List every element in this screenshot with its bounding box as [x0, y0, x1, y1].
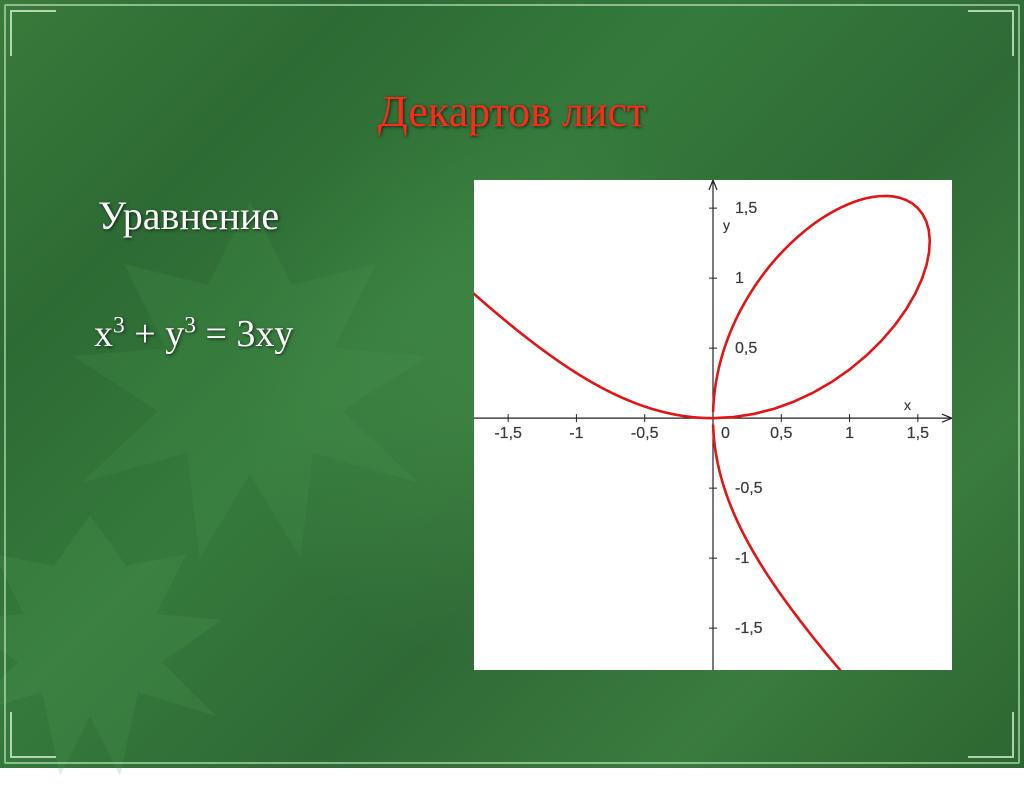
svg-text:-1: -1 — [735, 550, 749, 567]
svg-text:1,5: 1,5 — [735, 200, 757, 217]
svg-text:0,5: 0,5 — [735, 340, 757, 357]
svg-text:y: y — [723, 217, 730, 233]
chart-svg: -1,5 -1 -0,5 0 0,5 1 1,5 -1,5 -1 -0,5 0,5 1 1,5 x y — [474, 180, 952, 670]
svg-text:0,5: 0,5 — [770, 425, 792, 442]
svg-text:1: 1 — [735, 270, 744, 287]
svg-text:-1,5: -1,5 — [494, 425, 522, 442]
svg-text:-0,5: -0,5 — [735, 480, 763, 497]
svg-text:1: 1 — [845, 425, 854, 442]
svg-text:-1,5: -1,5 — [735, 620, 763, 637]
svg-text:1,5: 1,5 — [907, 425, 929, 442]
svg-text:-0,5: -0,5 — [631, 425, 659, 442]
slide-title: Декартов лист — [0, 86, 1024, 137]
svg-text:-1: -1 — [569, 425, 583, 442]
svg-text:0: 0 — [721, 425, 730, 442]
folium-chart: -1,5 -1 -0,5 0 0,5 1 1,5 -1,5 -1 -0,5 0,5 1 1,5 x y — [474, 180, 952, 670]
equation-text: x3 + y3 = 3xy — [94, 312, 293, 356]
slide-subtitle: Уравнение — [98, 192, 279, 239]
svg-text:x: x — [904, 397, 911, 413]
